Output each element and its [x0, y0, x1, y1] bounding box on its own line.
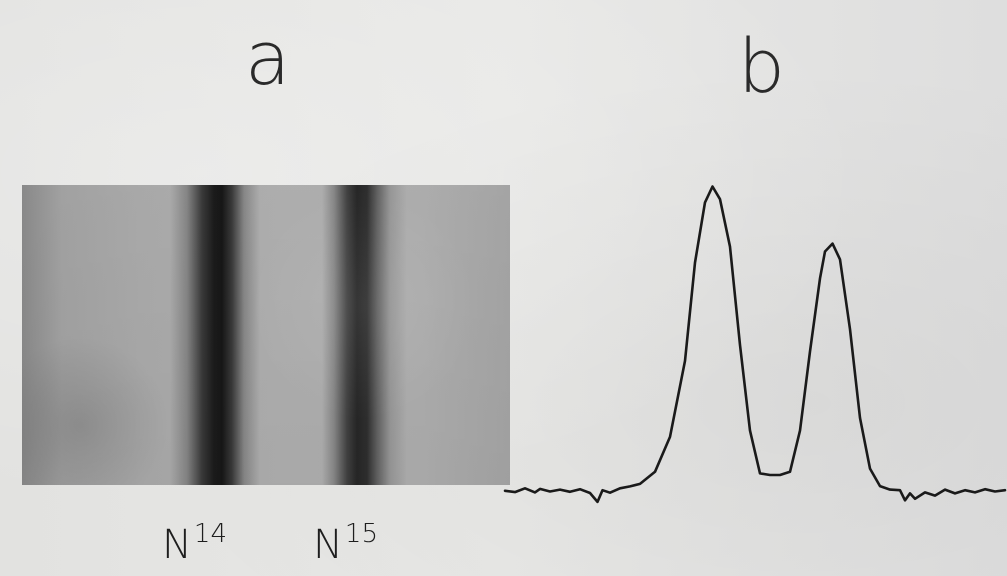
photo-grain [22, 185, 510, 485]
trace-point [579, 488, 581, 490]
trace-point [539, 488, 541, 490]
trace-point [934, 495, 936, 497]
band-label-n15-isotope: N [313, 522, 343, 568]
trace-point [914, 498, 916, 500]
trace-point [704, 201, 706, 203]
trace-point [839, 258, 841, 260]
panel-b-label: b [738, 24, 785, 110]
trace-point [712, 186, 714, 188]
trace-point [729, 246, 731, 248]
trace-point [859, 417, 861, 419]
band-label-n14-isotope: N [162, 522, 192, 568]
trace-point [524, 487, 526, 489]
trace-point [569, 491, 571, 493]
trace-point [964, 489, 966, 491]
trace-point [629, 485, 631, 487]
trace-point [974, 491, 976, 493]
trace-point [879, 485, 881, 487]
trace-point [694, 262, 696, 264]
trace-point [924, 491, 926, 493]
trace-point [559, 489, 561, 491]
trace-point [749, 430, 751, 432]
trace-point [684, 360, 686, 362]
trace-point [589, 492, 591, 494]
trace-point [669, 436, 671, 438]
trace-point [1004, 489, 1006, 491]
trace-point [719, 198, 721, 200]
trace-point [639, 483, 641, 485]
trace-point [504, 490, 506, 492]
trace-point [769, 474, 771, 476]
trace-point [984, 488, 986, 490]
trace-line-series-0 [503, 185, 1007, 504]
trace-point [954, 492, 956, 494]
trace-point [832, 243, 834, 245]
trace-point [899, 489, 901, 491]
band-label-n14-mass: 14 [193, 519, 228, 549]
trace-point [654, 471, 656, 473]
trace-point [849, 328, 851, 330]
band-label-n14: N14 [162, 521, 227, 568]
trace-point [909, 492, 911, 494]
trace-point [739, 344, 741, 346]
band-label-n15-mass: 15 [344, 519, 379, 549]
trace-point [759, 472, 761, 474]
trace-point [514, 491, 516, 493]
trace-point [869, 468, 871, 470]
panel-a-label: a [245, 16, 291, 102]
trace-point [602, 489, 604, 491]
trace-point [809, 350, 811, 352]
band-label-n15: N15 [313, 521, 378, 568]
trace-point [889, 489, 891, 491]
trace-point [609, 492, 611, 494]
trace-point [824, 251, 826, 253]
trace-point [779, 474, 781, 476]
trace-point [904, 499, 906, 501]
trace-point [819, 277, 821, 279]
trace-point [549, 491, 551, 493]
ultracentrifuge-band-photograph [22, 185, 510, 485]
trace-point [799, 430, 801, 432]
trace-point [944, 489, 946, 491]
trace-point [597, 501, 599, 503]
trace-point [789, 471, 791, 473]
trace-point [619, 487, 621, 489]
trace-point [994, 491, 996, 493]
trace-point [534, 491, 536, 493]
